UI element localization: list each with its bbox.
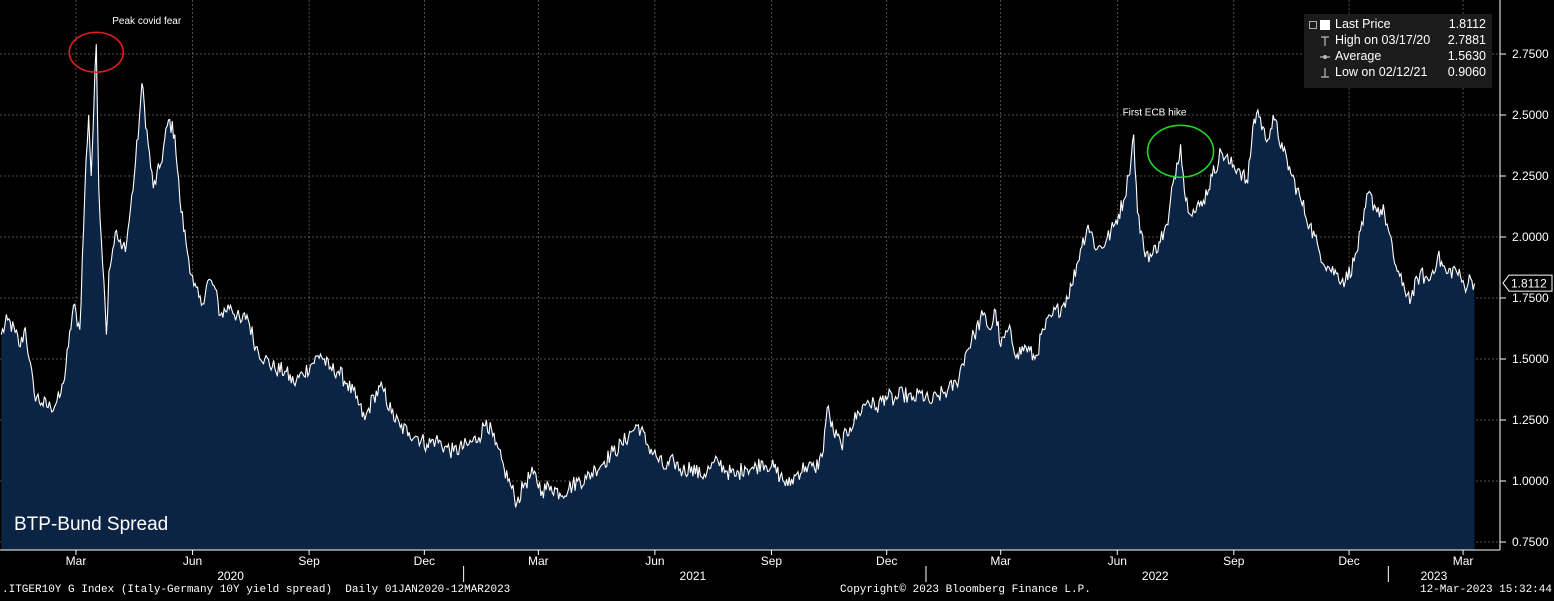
legend-value: 0.9060 — [1447, 65, 1486, 79]
last-price-label: 1.8112 — [1511, 277, 1547, 291]
x-tick-label: Dec — [1338, 554, 1359, 568]
y-tick-label: 2.7500 — [1512, 47, 1549, 61]
chart-title: BTP-Bund Spread — [14, 514, 169, 535]
y-tick-label: 1.0000 — [1512, 474, 1549, 488]
y-tick-label: 1.2500 — [1512, 413, 1549, 427]
last-price-tag — [1502, 274, 1553, 292]
footer-copyright: Copyright© 2023 Bloomberg Finance L.P. — [840, 584, 1091, 596]
legend-label: Average — [1335, 49, 1382, 63]
x-axis: Mar Jun Sep Dec Mar Jun Sep Dec Mar Jun Sep Dec Mar 2… — [0, 549, 1500, 583]
legend-value: 1.8112 — [1448, 17, 1486, 31]
legend-row-low: Low on 02/12/21 0.9060 — [1304, 65, 1492, 81]
year-label: 2020 — [217, 569, 244, 583]
collapse-icon[interactable] — [1309, 21, 1317, 29]
year-label: 2023 — [1421, 569, 1448, 583]
legend: Last Price 1.8112 High on 03/17/20 2.788… — [1304, 14, 1492, 88]
annotation-circle — [68, 31, 125, 74]
y-tick-label: 0.7500 — [1512, 535, 1549, 549]
x-tick-label: Dec — [414, 554, 435, 568]
legend-value: 1.5630 — [1447, 49, 1486, 63]
x-tick-label: Mar — [528, 554, 549, 568]
legend-row-last-price: Last Price 1.8112 — [1304, 17, 1492, 33]
legend-value: 2.7881 — [1447, 33, 1486, 47]
average-marker-icon — [1320, 55, 1330, 59]
x-tick-label: Dec — [876, 554, 897, 568]
y-tick-label: 2.0000 — [1512, 230, 1549, 244]
year-label: 2022 — [1142, 569, 1169, 583]
high-marker-icon — [1321, 36, 1329, 46]
legend-row-average: Average 1.5630 — [1304, 49, 1492, 65]
legend-label: Low on 02/12/21 — [1335, 65, 1428, 79]
x-tick-label: Jun — [1108, 554, 1127, 568]
x-tick-label: Sep — [761, 554, 783, 568]
low-marker-icon — [1321, 68, 1329, 78]
x-tick-label: Mar — [990, 554, 1011, 568]
x-tick-label: Jun — [645, 554, 664, 568]
legend-row-high: High on 03/17/20 2.7881 — [1304, 33, 1492, 49]
series-area-fill — [1, 44, 1475, 550]
annotations: Peak covid fear First ECB hike — [68, 16, 1215, 179]
annotation-circle — [1146, 124, 1215, 179]
legend-label: High on 03/17/20 — [1335, 33, 1431, 47]
y-tick-label: 2.5000 — [1512, 108, 1549, 122]
y-axis: 0.7500 1.0000 1.2500 1.5000 1.7500 2.0000 2.25… — [1499, 0, 1553, 550]
annotation-label: Peak covid fear — [112, 16, 182, 27]
series-line — [0, 44, 1476, 508]
x-tick-label: Sep — [1223, 554, 1245, 568]
footer-index-description: .ITGER10Y G Index (Italy-Germany 10Y yie… — [2, 584, 511, 596]
y-tick-label: 2.2500 — [1512, 169, 1549, 183]
x-tick-label: Mar — [1453, 554, 1474, 568]
y-tick-label: 1.7500 — [1512, 291, 1549, 305]
footer-timestamp: 12-Mar-2023 15:32:44 — [1419, 584, 1552, 596]
square-icon — [1320, 20, 1330, 30]
x-tick-label: Sep — [298, 554, 320, 568]
legend-label: Last Price — [1335, 17, 1391, 31]
year-label: 2021 — [680, 569, 707, 583]
x-tick-label: Mar — [66, 554, 87, 568]
annotation-label: First ECB hike — [1123, 107, 1187, 118]
y-tick-label: 1.5000 — [1512, 352, 1549, 366]
x-tick-label: Jun — [183, 554, 202, 568]
